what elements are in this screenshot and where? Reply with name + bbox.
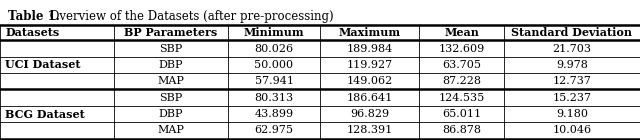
Text: MAP: MAP xyxy=(157,76,184,86)
Text: DBP: DBP xyxy=(159,60,183,70)
Text: 128.391: 128.391 xyxy=(346,125,393,135)
Text: 186.641: 186.641 xyxy=(346,93,393,103)
Text: 10.046: 10.046 xyxy=(552,125,591,135)
Text: SBP: SBP xyxy=(159,93,182,103)
Text: Table 1.: Table 1. xyxy=(8,10,60,23)
Text: 124.535: 124.535 xyxy=(438,93,484,103)
Text: 12.737: 12.737 xyxy=(552,76,591,86)
Text: UCI Dataset: UCI Dataset xyxy=(5,59,81,70)
Text: 62.975: 62.975 xyxy=(255,125,294,135)
Text: Standard Deviation: Standard Deviation xyxy=(511,27,632,38)
Text: 96.829: 96.829 xyxy=(350,109,389,119)
Text: 9.180: 9.180 xyxy=(556,109,588,119)
Text: 87.228: 87.228 xyxy=(442,76,481,86)
Text: Mean: Mean xyxy=(444,27,479,38)
Text: Maximum: Maximum xyxy=(339,27,401,38)
Text: 63.705: 63.705 xyxy=(442,60,481,70)
Text: 80.313: 80.313 xyxy=(255,93,294,103)
Text: 86.878: 86.878 xyxy=(442,125,481,135)
Text: 43.899: 43.899 xyxy=(255,109,294,119)
Text: 149.062: 149.062 xyxy=(346,76,393,86)
Text: BCG Dataset: BCG Dataset xyxy=(5,108,85,120)
Text: 9.978: 9.978 xyxy=(556,60,588,70)
Text: 119.927: 119.927 xyxy=(347,60,393,70)
Text: 50.000: 50.000 xyxy=(255,60,294,70)
Text: Datasets: Datasets xyxy=(5,27,60,38)
Text: Minimum: Minimum xyxy=(244,27,305,38)
Text: 80.026: 80.026 xyxy=(255,44,294,53)
Text: 132.609: 132.609 xyxy=(438,44,484,53)
Text: Overview of the Datasets (after pre-processing): Overview of the Datasets (after pre-proc… xyxy=(46,10,333,23)
Text: 57.941: 57.941 xyxy=(255,76,294,86)
Text: SBP: SBP xyxy=(159,44,182,53)
Text: MAP: MAP xyxy=(157,125,184,135)
Text: 189.984: 189.984 xyxy=(346,44,393,53)
Text: DBP: DBP xyxy=(159,109,183,119)
Text: 65.011: 65.011 xyxy=(442,109,481,119)
Text: BP Parameters: BP Parameters xyxy=(124,27,218,38)
Text: 21.703: 21.703 xyxy=(552,44,591,53)
Text: 15.237: 15.237 xyxy=(552,93,591,103)
